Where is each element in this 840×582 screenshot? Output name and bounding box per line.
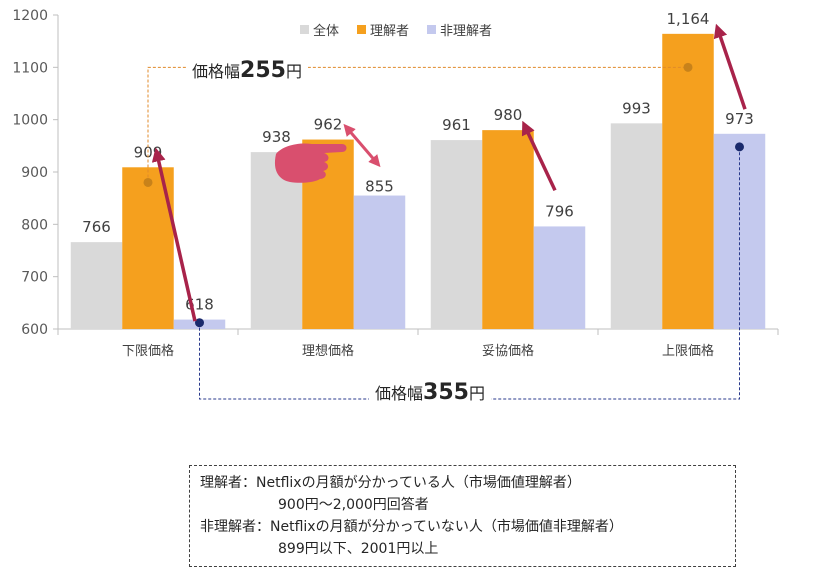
- marker-dot: [683, 62, 693, 72]
- legend-swatch-all: [300, 25, 309, 34]
- double-arrow-icon: [343, 123, 381, 168]
- x-tick-label: 理想価格: [302, 343, 354, 359]
- price-range-label-non-understanders: 価格幅355円: [369, 380, 491, 405]
- data-label: 1,164: [667, 10, 710, 28]
- marker-dot: [143, 177, 153, 187]
- arrow-up-icon: [713, 23, 747, 110]
- price-range-label-understanders: 価格幅255円: [186, 58, 308, 83]
- bar: [482, 130, 534, 329]
- marker-dot: [195, 318, 204, 328]
- chart-bars: [70, 33, 766, 330]
- data-label: 962: [314, 116, 343, 134]
- note-non-understanders-range: 899円以下、2001円以上: [278, 541, 439, 557]
- y-tick-label: 800: [21, 217, 48, 233]
- legend-label-understanders: 理解者: [370, 24, 410, 39]
- price-range-suffix: 円: [285, 62, 302, 81]
- price-range-prefix: 価格幅: [192, 62, 241, 81]
- legend-item-all: 全体: [300, 20, 339, 39]
- legend-swatch-understanders: [357, 25, 367, 34]
- hand-shape: [274, 143, 347, 183]
- data-label: 855: [365, 178, 394, 196]
- legend-item-understanders: 理解者: [357, 20, 409, 39]
- y-tick-label: 600: [21, 322, 48, 338]
- price-range-suffix: 円: [468, 384, 485, 403]
- marker-dot: [735, 142, 744, 152]
- bar: [70, 242, 123, 329]
- definition-notes-box: 理解者：Netflixの月額が分かっている人（市場価値理解者） 900円～2,0…: [189, 465, 736, 567]
- legend-label-all: 全体: [313, 24, 340, 39]
- arrow-up-icon: [521, 120, 557, 192]
- legend-item-non-understanders: 非理解者: [427, 20, 492, 39]
- x-tick-label: 上限価格: [662, 343, 714, 359]
- legend-swatch-non-understanders: [427, 25, 437, 34]
- data-label: 938: [262, 128, 291, 146]
- x-tick-label: 妥協価格: [482, 343, 534, 359]
- data-label: 973: [725, 110, 754, 128]
- bar: [662, 33, 714, 330]
- arrow-up-icon: [151, 147, 197, 322]
- note-non-understanders-definition: 非理解者：Netflixの月額が分かっていない人（市場価値非理解者）: [200, 519, 623, 535]
- bar: [533, 226, 586, 329]
- price-range-prefix: 価格幅: [375, 384, 424, 403]
- y-tick-label: 900: [21, 165, 48, 181]
- bar: [430, 140, 483, 329]
- data-label: 980: [494, 106, 523, 124]
- data-label: 961: [442, 116, 471, 134]
- y-tick-label: 1000: [12, 113, 48, 129]
- price-range-value: 355: [423, 380, 469, 405]
- legend-label-non-understanders: 非理解者: [440, 24, 493, 39]
- bar: [610, 123, 663, 329]
- data-label: 796: [545, 202, 574, 220]
- bar: [713, 133, 766, 329]
- y-tick-label: 1200: [12, 8, 48, 24]
- note-understanders-range: 900円～2,000円回答者: [278, 497, 429, 513]
- bar: [353, 195, 406, 329]
- note-understanders-definition: 理解者：Netflixの月額が分かっている人（市場価値理解者）: [200, 475, 581, 491]
- price-range-value: 255: [240, 58, 286, 83]
- data-label: 993: [622, 99, 651, 117]
- pointing-hand-icon: [274, 143, 347, 183]
- y-tick-label: 1100: [12, 60, 48, 76]
- chart-legend: 全体 理解者 非理解者: [300, 20, 492, 39]
- chart-axes: 600 700 800 900 1000 1100 1200 下限価格 理想価格 妥協価格 上限価格: [12, 8, 779, 359]
- y-tick-label: 700: [21, 270, 48, 286]
- data-label: 766: [82, 218, 111, 236]
- x-tick-label: 下限価格: [122, 343, 174, 359]
- price-range-connector-understanders: [147, 66, 688, 183]
